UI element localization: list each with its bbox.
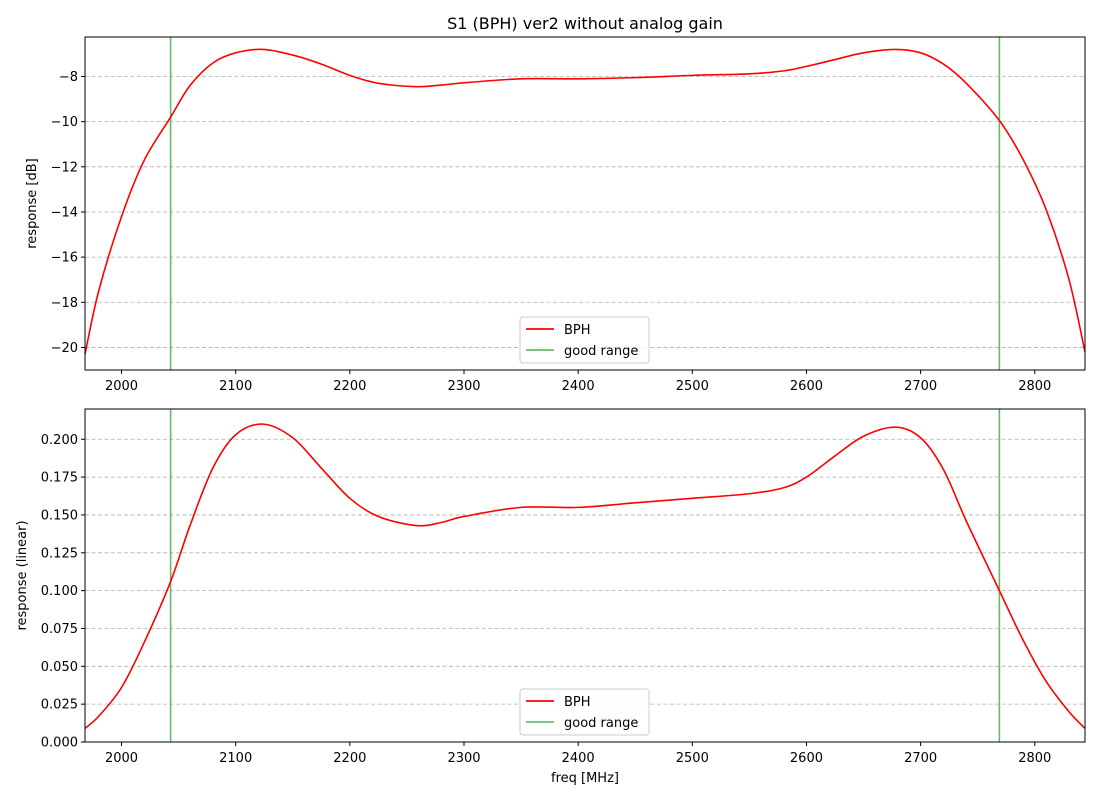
x-tick-label: 2700: [904, 751, 937, 766]
legend-label-good-range: good range: [564, 344, 638, 359]
y-tick-label: −16: [51, 251, 78, 266]
y-tick-label: −8: [59, 70, 78, 85]
legend: BPH good range: [519, 316, 650, 364]
legend-label-good-range: good range: [564, 716, 638, 731]
x-tick-label: 2200: [333, 751, 366, 766]
y-axis-label: response (linear): [15, 520, 30, 630]
y-tick-label: 0.200: [41, 433, 78, 448]
x-tick-label: 2400: [562, 751, 595, 766]
x-tick-label: 2000: [105, 751, 138, 766]
y-tick-label: 0.075: [41, 622, 78, 637]
x-axis-label: freq [MHz]: [551, 771, 619, 786]
x-tick-label: 2000: [105, 379, 138, 394]
x-tick-label: 2100: [219, 751, 252, 766]
x-tick-label: 2700: [904, 379, 937, 394]
plot-frame: [84, 408, 1086, 743]
y-tick-label: 0.000: [41, 736, 78, 751]
x-tick-label: 2100: [219, 379, 252, 394]
y-tick-label: −12: [51, 160, 78, 175]
y-axis-label: response [dB]: [25, 158, 40, 249]
y-tick-label: 0.175: [41, 471, 78, 486]
legend-label-bph: BPH: [564, 695, 591, 710]
x-tick-label: 2800: [1018, 379, 1051, 394]
y-tick-label: 0.150: [41, 508, 78, 523]
bottom-panel-linear: 2000 2100 2200 2300 2400 2500 2600 2700 2800 0.00…: [15, 408, 1086, 786]
plot-frame: [84, 36, 1086, 371]
legend-label-bph: BPH: [564, 323, 591, 338]
x-tick-label: 2200: [333, 379, 366, 394]
x-tick-label: 2500: [676, 379, 709, 394]
x-tick-label: 2600: [790, 751, 823, 766]
x-tick-label: 2300: [447, 751, 480, 766]
legend: BPH good range: [519, 688, 650, 736]
x-tick-label: 2800: [1018, 751, 1051, 766]
series-line-bph: [84, 423, 1086, 729]
y-tick-label: 0.100: [41, 584, 78, 599]
y-tick-label: 0.125: [41, 546, 78, 561]
series-line-bph: [84, 48, 1086, 355]
y-tick-label: −14: [51, 205, 78, 220]
figure-title: S1 (BPH) ver2 without analog gain: [447, 14, 723, 33]
y-tick-label: −18: [51, 296, 78, 311]
y-tick-label: −10: [51, 115, 78, 130]
x-tick-label: 2600: [790, 379, 823, 394]
top-panel-db: 2000 2100 2200 2300 2400 2500 2600 2700 2800 −20 −…: [25, 36, 1086, 394]
x-tick-label: 2500: [676, 751, 709, 766]
y-tick-label: 0.025: [41, 698, 78, 713]
y-tick-label: −20: [51, 341, 78, 356]
y-tick-label: 0.050: [41, 660, 78, 675]
x-tick-label: 2400: [562, 379, 595, 394]
x-tick-label: 2300: [447, 379, 480, 394]
